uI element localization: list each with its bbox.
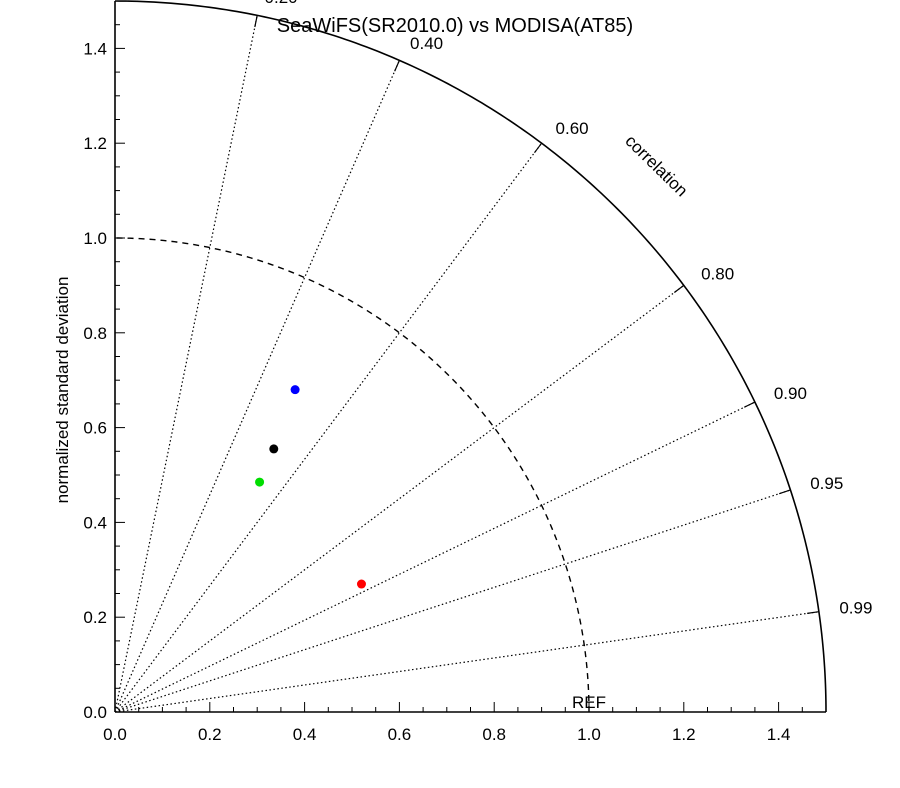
x-tick-label: 1.0 (577, 725, 601, 744)
correlation-tick-label: 0.80 (701, 264, 734, 283)
x-tick-label: 0.4 (293, 725, 317, 744)
y-tick-label: 0.0 (83, 703, 107, 722)
x-tick-label: 1.4 (767, 725, 791, 744)
x-tick-label: 0.6 (388, 725, 412, 744)
y-tick-label: 0.2 (83, 608, 107, 627)
y-tick-label: 0.6 (83, 419, 107, 438)
chart-title: SeaWiFS(SR2010.0) vs MODISA(AT85) (277, 15, 633, 37)
correlation-tick-label: 0.60 (556, 119, 589, 138)
y-tick-label: 1.2 (83, 134, 107, 153)
x-tick-label: 0.0 (103, 725, 127, 744)
y-tick-label: 0.8 (83, 324, 107, 343)
correlation-line (114, 489, 791, 713)
correlation-tick (394, 60, 400, 72)
correlation-line (114, 60, 400, 713)
y-tick-label: 0.4 (83, 513, 107, 532)
y-tick-label: 1.0 (83, 229, 107, 248)
correlation-line (114, 284, 685, 713)
correlation-tick (673, 284, 685, 293)
data-point (255, 477, 265, 487)
correlation-line (114, 401, 756, 713)
y-tick-label: 1.4 (83, 39, 107, 58)
correlation-tick (743, 401, 756, 408)
reference-std-arc (114, 237, 590, 713)
correlation-tick-label: 0.99 (839, 598, 872, 617)
correlation-tick-label: 0.90 (774, 384, 807, 403)
y-axis-label: normalized standard deviation (53, 277, 72, 504)
outer-arc (114, 0, 827, 713)
data-point (269, 444, 279, 454)
correlation-line (114, 611, 819, 713)
correlation-tick-label: 0.40 (410, 34, 443, 53)
correlation-label: correlation (621, 131, 691, 200)
x-tick-label: 1.2 (672, 725, 696, 744)
data-point (356, 579, 366, 589)
correlation-tick-label: 0.95 (810, 474, 843, 493)
correlation-tick (807, 611, 819, 614)
correlation-tick (779, 489, 791, 495)
correlation-line (114, 142, 543, 713)
x-tick-label: 0.2 (198, 725, 222, 744)
x-tick-label: 0.8 (482, 725, 506, 744)
correlation-tick-label: 0.20 (265, 0, 298, 7)
correlation-tick (534, 142, 543, 154)
data-point (290, 385, 300, 395)
reference-label: REF (572, 693, 606, 712)
correlation-line (114, 15, 258, 713)
correlation-tick (254, 15, 258, 28)
